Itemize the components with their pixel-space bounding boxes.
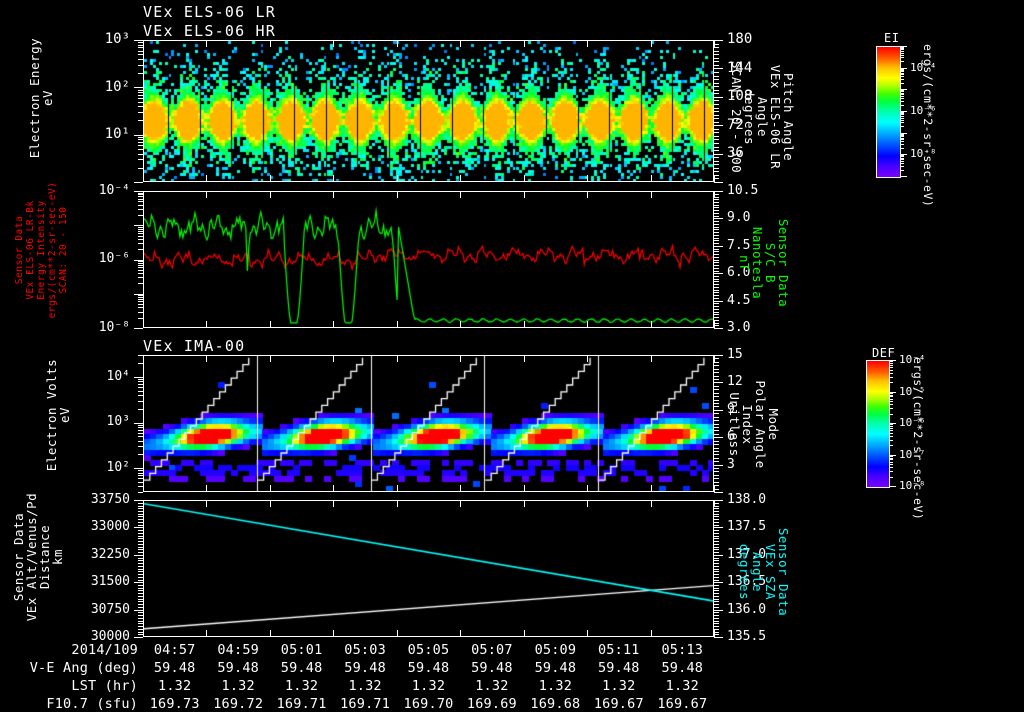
panel3-left-axis-label: Electron Volts eV [44, 358, 72, 472]
panel-electron-energy-spectrogram[interactable] [143, 40, 714, 182]
colorbar-def-unit: ergs/(cm**2-sr-sec-eV) [911, 357, 925, 521]
panel2-right-axis-label: Sensor Data S/C B Nanotesla nT [737, 218, 791, 308]
panel-ima-spectrogram[interactable] [143, 355, 714, 492]
colorbar-ei-title: EI [884, 31, 900, 45]
colorbar-ei [876, 46, 901, 178]
panel1-left-axis-label: Electron Energy eV [27, 37, 55, 159]
panel-energy-intensity-bfield[interactable] [143, 191, 714, 328]
panel2-left-axis-label: Sensor Data VEx ELS-06 LR-Bk Energy Inte… [14, 181, 69, 319]
colorbar-ei-unit: ergs/(cm**2-sr-sec-eV) [921, 44, 935, 208]
panel4-right-axis-label: Sensor Data VEx SZA Angle degrees [737, 527, 791, 617]
panel3-title-ima: VEx IMA-00 [143, 337, 246, 355]
panel1-title-hr: VEx ELS-06 HR [143, 22, 276, 40]
colorbar-def-title: DEF [872, 346, 896, 360]
panel3-right-axis-label: Mode Polar Angle Index Unitless [727, 380, 781, 469]
colorbar-def [866, 360, 890, 488]
panel1-right-axis-label: Pitch Angle VEx ELS-06 LR Angle degrees … [729, 60, 796, 174]
panel4-left-axis-label: Sensor Data VEx Alt/Venus/Pd Distance km [11, 492, 65, 622]
panel-altitude-sza[interactable] [143, 500, 714, 637]
panel1-title-lr: VEx ELS-06 LR [143, 3, 276, 21]
